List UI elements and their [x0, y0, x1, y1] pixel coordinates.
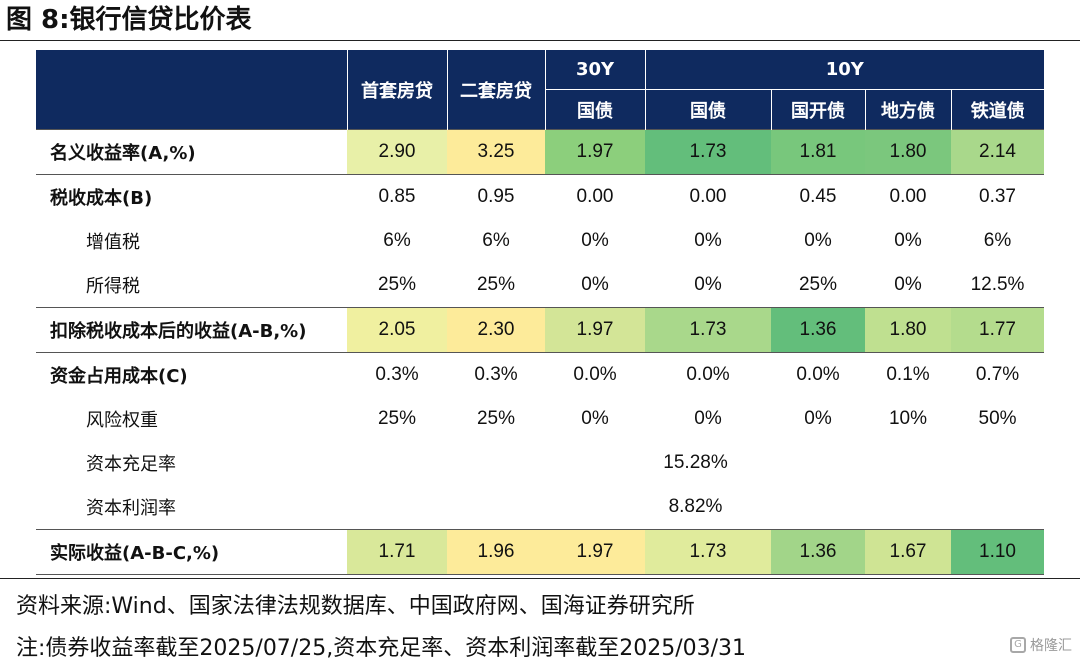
title-divider — [0, 40, 1080, 41]
value-cell: 1.80 — [865, 307, 951, 353]
value-cell: 2.90 — [347, 129, 447, 175]
value-cell: 0% — [581, 230, 609, 251]
header-first-mortgage: 首套房贷 — [346, 50, 447, 130]
footer-divider — [0, 578, 1080, 579]
value-cell: 12.5% — [970, 274, 1025, 295]
figure-title: 图 8:银行信贷比价表 — [6, 5, 252, 35]
table-row: 名义收益率(A,%) 2.90 3.25 1.97 1.73 1.81 1.80 2.14 — [36, 129, 1045, 175]
value-cell: 25% — [377, 274, 417, 295]
value-cell: 1.36 — [771, 529, 865, 575]
watermark: G 格隆汇 — [1010, 635, 1072, 655]
merged-value-cell: 8.82% — [668, 496, 723, 517]
value-cell: 0% — [694, 408, 722, 429]
value-cell: 0.3% — [375, 364, 419, 385]
table-row: 风险权重 25% 25% 0% 0% 0% 10% 50% — [36, 397, 1044, 441]
value-cell: 1.36 — [771, 307, 865, 353]
table-row: 扣除税收成本后的收益(A-B,%) 2.05 2.30 1.97 1.73 1.36 1.8… — [36, 307, 1045, 353]
value-cell: 6% — [482, 230, 510, 251]
value-cell: 3.25 — [447, 129, 545, 175]
value-cell: 1.97 — [545, 529, 645, 575]
merged-value-cell: 15.28% — [663, 452, 728, 473]
header-bond-0: 国债 — [544, 89, 645, 130]
value-cell: 1.73 — [645, 307, 771, 353]
value-cell: 50% — [978, 408, 1017, 429]
header-blank — [36, 50, 347, 130]
source-note: 资料来源:Wind、国家法律法规数据库、中国政府网、国海证券研究所 — [16, 594, 695, 619]
row-label: 增值税 — [86, 232, 140, 253]
value-cell: 0.1% — [886, 364, 930, 385]
value-cell: 0% — [894, 274, 922, 295]
table-row: 所得税 25% 25% 0% 0% 25% 0% 12.5% — [36, 263, 1044, 308]
watermark-text: 格隆汇 — [1030, 638, 1072, 654]
row-label: 名义收益率(A,%) — [36, 129, 347, 175]
table-row: 资本充足率 15.28% — [36, 441, 1044, 485]
value-cell: 1.96 — [447, 529, 545, 575]
row-label: 税收成本(B) — [50, 188, 153, 209]
table-row: 资本利润率 8.82% — [36, 485, 1044, 530]
value-cell: 1.77 — [951, 307, 1045, 353]
value-cell: 6% — [383, 230, 411, 251]
value-cell: 0.45 — [799, 186, 837, 207]
value-cell: 1.80 — [865, 129, 951, 175]
value-cell: 25% — [476, 274, 516, 295]
value-cell: 0.85 — [378, 186, 416, 207]
header-bond-2: 国开债 — [770, 89, 865, 130]
value-cell: 1.10 — [951, 529, 1045, 575]
row-label: 所得税 — [86, 276, 140, 297]
value-cell: 25% — [476, 408, 516, 429]
value-cell: 0% — [804, 408, 832, 429]
value-cell: 0.0% — [573, 364, 617, 385]
header-group-30y: 30Y — [544, 50, 645, 90]
value-cell: 25% — [798, 274, 838, 295]
header-bond-3: 地方债 — [864, 89, 951, 130]
table-row: 税收成本(B) 0.85 0.95 0.00 0.00 0.45 0.00 0.37 — [36, 175, 1044, 220]
footnote: 注:债券收益率截至2025/07/25,资本充足率、资本利润率截至2025/03… — [16, 636, 747, 661]
row-label: 资金占用成本(C) — [50, 366, 188, 387]
header-group-10y: 10Y — [644, 50, 1045, 90]
row-label: 风险权重 — [86, 410, 158, 431]
watermark-logo-icon: G — [1010, 637, 1026, 653]
value-cell: 1.73 — [645, 129, 771, 175]
value-cell: 2.05 — [347, 307, 447, 353]
value-cell: 1.97 — [545, 129, 645, 175]
value-cell: 0.00 — [889, 186, 927, 207]
value-cell: 10% — [888, 408, 928, 429]
header-second-mortgage: 二套房贷 — [446, 50, 545, 130]
table-row: 实际收益(A-B-C,%) 1.71 1.96 1.97 1.73 1.36 1.67 1.1… — [36, 529, 1045, 575]
value-cell: 1.67 — [865, 529, 951, 575]
row-label: 资本利润率 — [86, 498, 176, 519]
value-cell: 0.00 — [689, 186, 727, 207]
value-cell: 0.00 — [576, 186, 614, 207]
value-cell: 0.0% — [796, 364, 840, 385]
value-cell: 0% — [581, 408, 609, 429]
value-cell: 0% — [694, 274, 722, 295]
value-cell: 1.73 — [645, 529, 771, 575]
table-row: 增值税 6% 6% 0% 0% 0% 0% 6% — [36, 219, 1044, 263]
value-cell: 2.30 — [447, 307, 545, 353]
value-cell: 0% — [694, 230, 722, 251]
value-cell: 0.7% — [975, 364, 1020, 385]
row-label: 资本充足率 — [86, 454, 176, 475]
row-label: 扣除税收成本后的收益(A-B,%) — [36, 307, 347, 353]
value-cell: 1.81 — [771, 129, 865, 175]
value-cell: 6% — [983, 230, 1012, 251]
value-cell: 0% — [581, 274, 609, 295]
value-cell: 0.95 — [477, 186, 515, 207]
bank-credit-comparison-table: 首套房贷 二套房贷 30Y 10Y 国债 国债 国开债 地方债 铁道债 名义收益率(A,… — [36, 50, 1045, 575]
row-label: 实际收益(A-B-C,%) — [36, 529, 347, 575]
value-cell: 2.14 — [951, 129, 1045, 175]
value-cell: 0% — [894, 230, 922, 251]
table-row: 资金占用成本(C) 0.3% 0.3% 0.0% 0.0% 0.0% 0.1% 0.7% — [36, 353, 1044, 398]
header-bond-1: 国债 — [644, 89, 771, 130]
value-cell: 0.3% — [474, 364, 518, 385]
value-cell: 0% — [804, 230, 832, 251]
value-cell: 1.71 — [347, 529, 447, 575]
value-cell: 0.37 — [979, 186, 1016, 207]
header-bond-4: 铁道债 — [950, 89, 1045, 130]
value-cell: 0.0% — [686, 364, 730, 385]
value-cell: 1.97 — [545, 307, 645, 353]
value-cell: 25% — [377, 408, 417, 429]
